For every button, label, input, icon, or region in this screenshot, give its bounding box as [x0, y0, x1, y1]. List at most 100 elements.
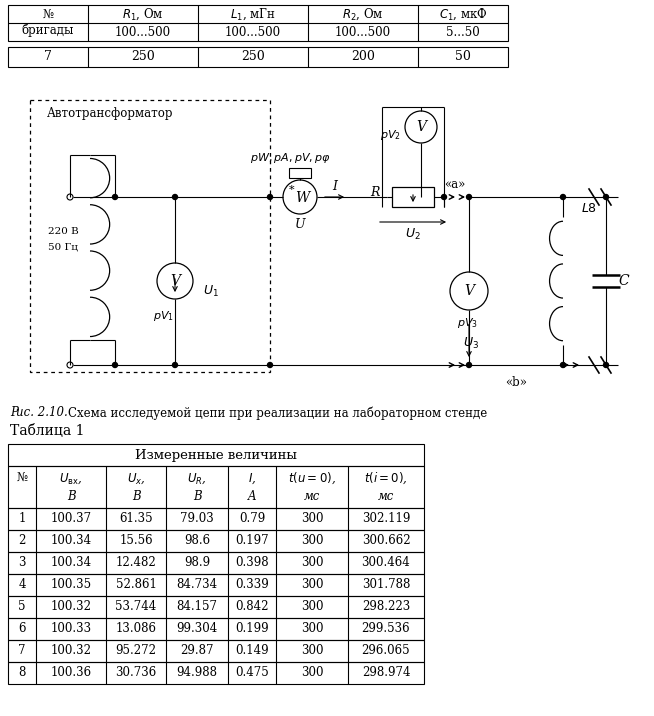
Text: мс: мс	[304, 490, 320, 503]
Text: 250: 250	[131, 51, 155, 64]
Text: 61.35: 61.35	[119, 513, 153, 526]
Text: $C_1$, мкФ: $C_1$, мкФ	[439, 6, 487, 21]
Text: «a»: «a»	[444, 178, 466, 191]
Text: 100.32: 100.32	[50, 644, 92, 657]
Text: V: V	[170, 274, 180, 288]
Text: W: W	[295, 191, 309, 205]
Text: 100.37: 100.37	[50, 513, 92, 526]
Bar	[30, 100, 270, 372]
Text: 100.32: 100.32	[50, 601, 92, 614]
Text: $U_R$,: $U_R$,	[187, 471, 207, 486]
Text: 0.475: 0.475	[235, 667, 269, 679]
Circle shape	[560, 195, 566, 200]
Text: 53.744: 53.744	[115, 601, 156, 614]
Text: 99.304: 99.304	[177, 622, 218, 636]
Bar	[8, 618, 424, 640]
Text: U: U	[295, 218, 305, 231]
Text: $I$,: $I$,	[248, 471, 256, 486]
Text: $U_1$: $U_1$	[203, 284, 219, 299]
Text: 100...500: 100...500	[115, 26, 171, 39]
Bar	[8, 574, 424, 596]
Text: 6: 6	[18, 622, 26, 636]
Text: 100...500: 100...500	[225, 26, 281, 39]
Text: 300.464: 300.464	[362, 556, 410, 569]
Text: V: V	[464, 284, 474, 298]
Text: 0.398: 0.398	[235, 556, 269, 569]
Text: 300: 300	[301, 601, 323, 614]
Text: 0.199: 0.199	[235, 622, 269, 636]
Circle shape	[560, 362, 566, 367]
Circle shape	[267, 195, 273, 200]
Text: $pV_2$: $pV_2$	[380, 128, 401, 142]
Text: 5: 5	[18, 601, 26, 614]
Text: №: №	[16, 472, 27, 485]
Text: 100...500: 100...500	[335, 26, 391, 39]
Bar	[8, 508, 424, 530]
Text: 98.6: 98.6	[184, 535, 210, 548]
Text: 7: 7	[18, 644, 26, 657]
Text: R: R	[371, 185, 380, 198]
Text: B: B	[131, 490, 141, 503]
Text: 220 В: 220 В	[48, 228, 78, 236]
Text: 296.065: 296.065	[362, 644, 410, 657]
Text: №
бригады: № бригады	[22, 9, 74, 37]
Circle shape	[173, 195, 177, 200]
Text: 300: 300	[301, 667, 323, 679]
Text: Измеренные величины: Измеренные величины	[135, 448, 297, 462]
Text: 100.36: 100.36	[50, 667, 92, 679]
Text: 300: 300	[301, 513, 323, 526]
Circle shape	[604, 362, 608, 367]
Text: 100.34: 100.34	[50, 556, 92, 569]
Text: 301.788: 301.788	[362, 579, 410, 591]
Circle shape	[604, 195, 608, 200]
Text: $L8$: $L8$	[581, 203, 597, 216]
Bar	[8, 444, 424, 466]
Circle shape	[466, 362, 472, 367]
Text: ∗: ∗	[288, 183, 296, 193]
Text: $R_1$, Ом: $R_1$, Ом	[122, 6, 164, 21]
Text: 15.56: 15.56	[119, 535, 153, 548]
Text: 298.974: 298.974	[362, 667, 410, 679]
Text: ис. 2.10.: ис. 2.10.	[16, 406, 68, 419]
Text: 100.35: 100.35	[50, 579, 92, 591]
Text: $U_x$,: $U_x$,	[127, 471, 145, 486]
Text: 100.33: 100.33	[50, 622, 92, 636]
Text: 300: 300	[301, 579, 323, 591]
Bar	[8, 5, 508, 41]
Bar	[8, 552, 424, 574]
Text: A: A	[248, 490, 256, 503]
Text: 0.197: 0.197	[235, 535, 269, 548]
Text: мс: мс	[378, 490, 394, 503]
Bar	[8, 640, 424, 662]
Text: 52.861: 52.861	[116, 579, 156, 591]
Text: 2: 2	[18, 535, 26, 548]
Circle shape	[441, 195, 447, 200]
Text: 300: 300	[301, 644, 323, 657]
Text: $t(i=0)$,: $t(i=0)$,	[364, 471, 408, 486]
Circle shape	[173, 362, 177, 367]
Text: $U_{\mathrm{вх}}$,: $U_{\mathrm{вх}}$,	[60, 471, 83, 486]
Text: 300: 300	[301, 622, 323, 636]
Text: 300: 300	[301, 556, 323, 569]
Text: $R_2$, Ом: $R_2$, Ом	[342, 6, 384, 21]
Text: 300: 300	[301, 535, 323, 548]
Bar	[289, 168, 311, 178]
Text: 0.842: 0.842	[235, 601, 269, 614]
Text: 3: 3	[18, 556, 26, 569]
Text: 29.87: 29.87	[181, 644, 214, 657]
Text: 94.988: 94.988	[177, 667, 218, 679]
Text: 50 Гц: 50 Гц	[48, 243, 78, 251]
Text: В: В	[67, 490, 75, 503]
Text: Таблица 1: Таблица 1	[10, 424, 84, 438]
Text: I: I	[332, 180, 337, 193]
Text: 84.734: 84.734	[177, 579, 218, 591]
Text: 79.03: 79.03	[180, 513, 214, 526]
Text: 298.223: 298.223	[362, 601, 410, 614]
Text: 0.149: 0.149	[235, 644, 269, 657]
Text: 100.34: 100.34	[50, 535, 92, 548]
Text: 12.482: 12.482	[116, 556, 156, 569]
Text: V: V	[416, 120, 426, 134]
Text: 200: 200	[351, 51, 375, 64]
Text: $pV_1$: $pV_1$	[152, 309, 173, 323]
Text: Схема исследуемой цепи при реализации на лабораторном стенде: Схема исследуемой цепи при реализации на…	[68, 406, 487, 420]
